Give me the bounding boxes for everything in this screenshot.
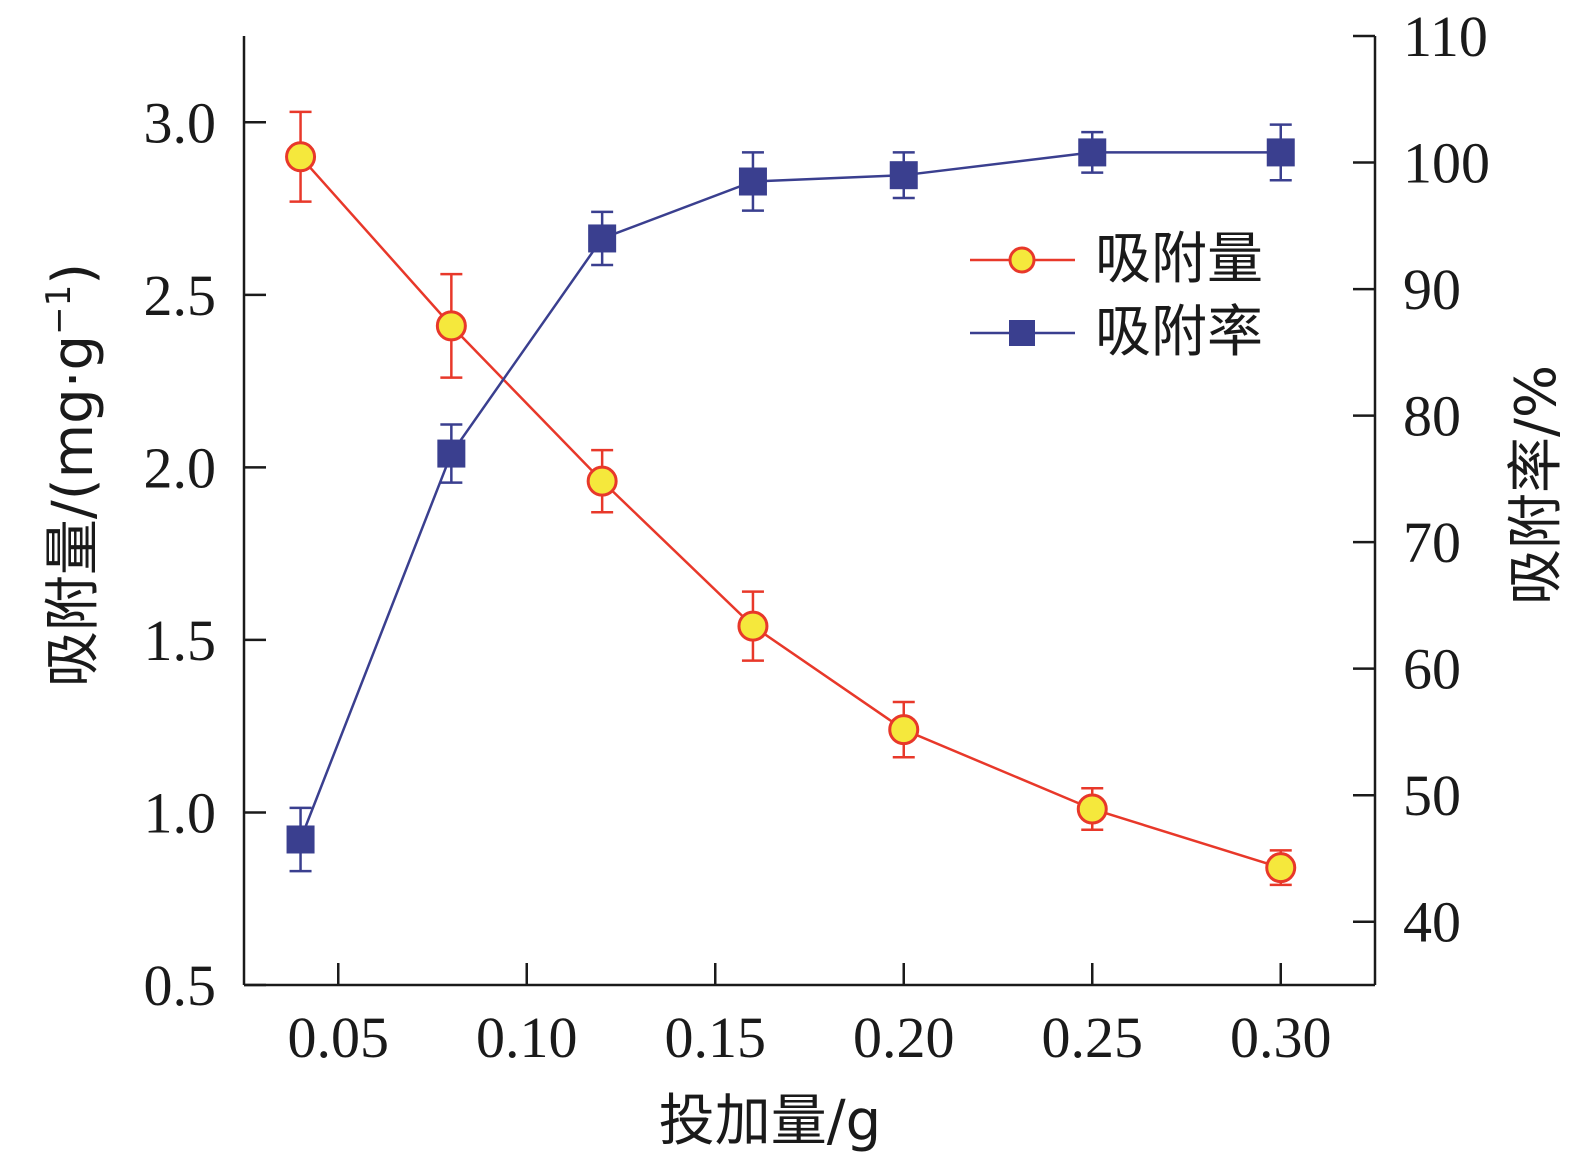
x-tick-label: 0.10 bbox=[476, 1005, 578, 1070]
left-y-axis-title-main: 吸附量/(mg·g bbox=[41, 335, 106, 687]
data-point-adsorption-amount bbox=[888, 714, 920, 746]
data-point-adsorption-amount bbox=[586, 465, 618, 497]
x-tick-label: 0.25 bbox=[1042, 1005, 1144, 1070]
right-y-tick-label: 110 bbox=[1403, 4, 1488, 69]
data-point-adsorption-amount bbox=[435, 310, 467, 342]
data-point-adsorption-amount bbox=[737, 610, 769, 642]
left-y-axis-title: 吸附量/(mg·g−1) bbox=[39, 263, 106, 687]
left-y-axis-title-superscript: −1 bbox=[39, 285, 79, 335]
left-y-axis-title-close: ) bbox=[41, 263, 106, 285]
left-y-tick-label: 1.5 bbox=[144, 608, 217, 673]
legend-marker-adsorption-amount bbox=[1008, 246, 1036, 274]
x-axis-ticks: 0.05 0.10 0.15 0.20 0.25 0.30 bbox=[288, 963, 1332, 1070]
x-axis-title: 投加量/g bbox=[659, 1089, 881, 1154]
legend-marker-adsorption-rate bbox=[1009, 320, 1035, 346]
right-y-axis-ticks: 40 50 60 70 80 90 100 110 bbox=[1353, 4, 1490, 955]
data-point-adsorption-rate bbox=[588, 224, 617, 253]
left-y-axis-ticks: 0.5 1.0 1.5 2.0 2.5 3.0 bbox=[144, 90, 266, 1018]
right-y-tick-label: 70 bbox=[1403, 510, 1461, 575]
data-point-adsorption-amount bbox=[285, 141, 317, 173]
data-point-adsorption-rate bbox=[1266, 138, 1295, 167]
data-point-adsorption-rate bbox=[889, 161, 918, 190]
x-tick-label: 0.20 bbox=[853, 1005, 955, 1070]
data-point-adsorption-amount bbox=[1076, 793, 1108, 825]
right-y-tick-label: 60 bbox=[1403, 637, 1461, 702]
data-point-adsorption-rate bbox=[1078, 138, 1107, 167]
left-y-tick-label: 3.0 bbox=[144, 90, 217, 155]
right-y-tick-label: 40 bbox=[1403, 890, 1461, 955]
right-y-tick-label: 100 bbox=[1403, 131, 1490, 196]
left-y-tick-label: 2.0 bbox=[144, 435, 217, 500]
x-tick-label: 0.05 bbox=[288, 1005, 390, 1070]
right-y-tick-label: 80 bbox=[1403, 384, 1461, 449]
right-y-tick-label: 50 bbox=[1403, 763, 1461, 828]
legend-label-adsorption-amount: 吸附量 bbox=[1095, 227, 1263, 292]
x-tick-label: 0.15 bbox=[665, 1005, 767, 1070]
series-layer bbox=[285, 110, 1297, 887]
data-point-adsorption-rate bbox=[286, 825, 315, 854]
left-y-tick-label: 2.5 bbox=[144, 263, 217, 328]
left-y-tick-label: 0.5 bbox=[144, 953, 217, 1018]
right-y-tick-label: 90 bbox=[1403, 257, 1461, 322]
data-point-adsorption-amount bbox=[1265, 852, 1297, 884]
legend-label-adsorption-rate: 吸附率 bbox=[1095, 300, 1263, 365]
legend: 吸附量 吸附率 bbox=[970, 227, 1263, 365]
left-y-tick-label: 1.0 bbox=[144, 780, 217, 845]
data-point-adsorption-rate bbox=[437, 439, 466, 468]
data-point-adsorption-rate bbox=[738, 167, 767, 196]
right-y-axis-title: 吸附率/% bbox=[1504, 365, 1569, 605]
x-tick-label: 0.30 bbox=[1230, 1005, 1332, 1070]
